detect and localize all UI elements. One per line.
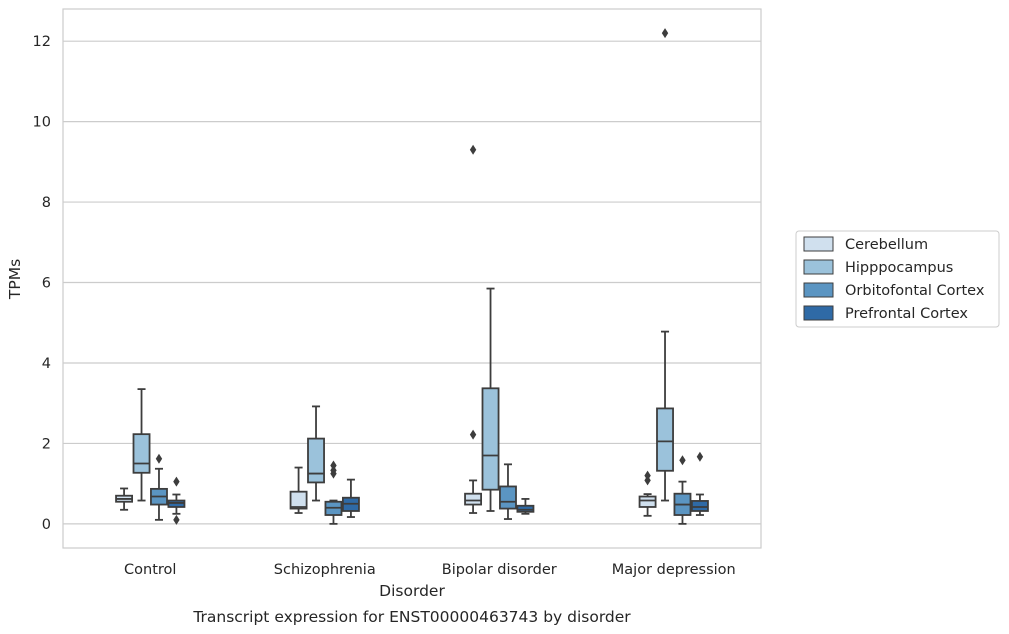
box-series (115, 28, 709, 525)
y-tick-label: 0 (42, 517, 51, 533)
box (499, 485, 517, 510)
legend-swatch (803, 305, 834, 321)
legend-label: Hipppocampus (845, 260, 953, 276)
outlier-point (330, 460, 337, 471)
x-tick-label: Schizophrenia (274, 562, 376, 578)
y-tick-label: 6 (42, 276, 51, 292)
legend-frame (795, 230, 1000, 328)
legend-swatch (803, 282, 834, 298)
plot-frame (62, 8, 762, 549)
x-axis-label: Disorder (379, 582, 445, 600)
x-tick-label: Bipolar disorder (442, 562, 557, 578)
gridlines (63, 40, 761, 525)
box-series-group (115, 144, 657, 517)
x-tick-label: Major depression (612, 562, 736, 578)
chart-caption: Transcript expression for ENST0000046374… (192, 608, 631, 626)
plot-area (63, 9, 761, 548)
box (481, 387, 500, 491)
y-tick-label: 2 (42, 436, 51, 452)
legend-swatch (803, 236, 834, 252)
y-tick-label: 12 (33, 34, 51, 50)
box (289, 490, 308, 510)
outlier-point (469, 144, 477, 155)
y-tick-label: 8 (42, 195, 51, 211)
outlier-point (661, 28, 669, 39)
legend: Cerebellum Hipppocampus Orbitofontal Corte… (795, 230, 1000, 328)
box (307, 437, 325, 484)
box (638, 495, 657, 508)
box (464, 492, 483, 506)
box-series-group (132, 28, 674, 512)
outlier-point (173, 476, 180, 487)
outlier-point (173, 514, 180, 525)
legend-label: Cerebellum (845, 237, 928, 253)
box (132, 433, 151, 474)
legend-label: Orbitofontal Cortex (845, 283, 985, 299)
y-tick-labels: 0 2 4 6 8 10 12 (33, 34, 51, 533)
outlier-point (696, 451, 704, 462)
y-tick-label: 10 (33, 115, 51, 131)
box (516, 504, 535, 513)
legend-label: Prefrontal Cortex (845, 306, 968, 322)
box-series-group (150, 453, 692, 525)
box (656, 407, 674, 472)
y-axis-label: TPMs (6, 259, 24, 300)
outlier-point (644, 470, 651, 481)
box-series-group (167, 451, 709, 525)
x-tick-label: Control (124, 562, 176, 578)
legend-swatch (803, 259, 834, 275)
outlier-point (155, 453, 163, 464)
box (690, 500, 709, 512)
x-tick-labels: Control Schizophrenia Bipolar disorder Majo… (124, 562, 736, 578)
outlier-point (679, 455, 686, 466)
y-tick-label: 4 (42, 356, 51, 372)
outlier-point (469, 429, 477, 440)
